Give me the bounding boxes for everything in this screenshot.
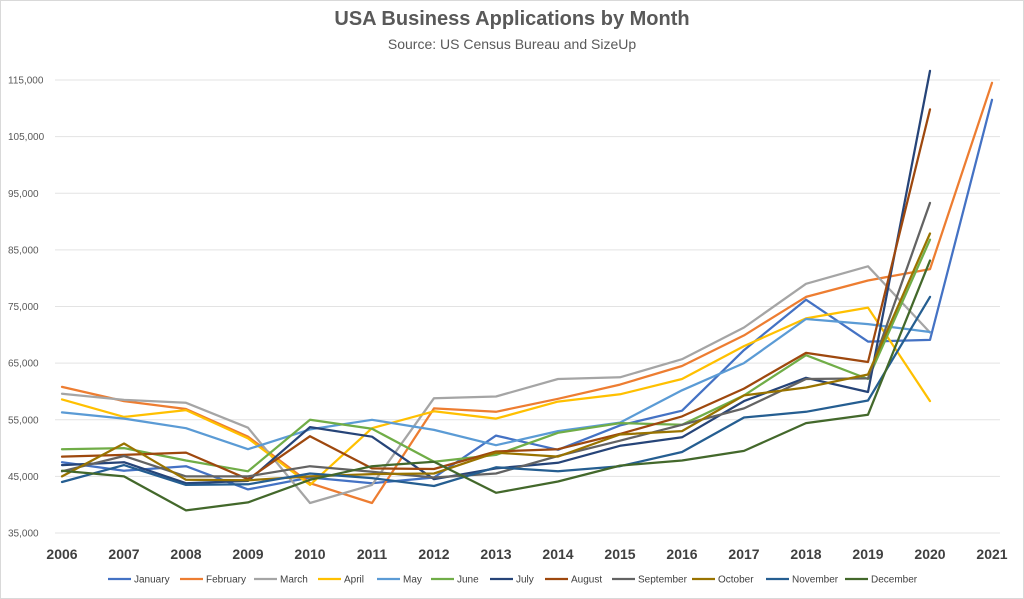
series-line-august [60, 108, 932, 481]
x-tick-label: 2021 [976, 546, 1007, 562]
x-tick-label: 2018 [790, 546, 821, 562]
y-tick-label: 45,000 [8, 472, 39, 483]
series-line-july [60, 69, 932, 485]
legend-label-july: July [516, 575, 534, 586]
legend-label-november: November [792, 575, 839, 586]
legend-label-february: February [206, 575, 246, 586]
x-tick-label: 2010 [294, 546, 325, 562]
x-tick-label: 2015 [604, 546, 635, 562]
chart-title: USA Business Applications by Month [334, 8, 690, 30]
legend-label-december: December [871, 575, 918, 586]
legend-label-september: September [638, 575, 688, 586]
x-tick-label: 2009 [232, 546, 263, 562]
x-tick-label: 2012 [418, 546, 449, 562]
legend-label-april: April [344, 575, 364, 586]
y-tick-label: 85,000 [8, 245, 39, 256]
legend-label-may: May [403, 575, 422, 586]
x-tick-label: 2016 [666, 546, 697, 562]
y-axis-tick-labels: 35,000 45,000 55,000 65,000 75,000 85,000 95,0… [8, 76, 45, 540]
x-tick-label: 2019 [852, 546, 883, 562]
x-tick-label: 2013 [480, 546, 511, 562]
legend-label-january: January [134, 575, 170, 586]
series-line-october [60, 232, 932, 482]
y-tick-label: 55,000 [8, 415, 39, 426]
series-line-april [60, 306, 932, 487]
y-tick-label: 75,000 [8, 302, 39, 313]
series-line-december [60, 259, 932, 512]
x-tick-label: 2006 [46, 546, 77, 562]
legend-label-august: August [571, 575, 602, 586]
series-line-february [60, 81, 994, 505]
series-line-march [60, 265, 932, 505]
y-tick-label: 65,000 [8, 359, 39, 370]
x-axis-tick-labels: 2006 2007 2008 2009 2010 2011 2012 2013 2014 2015… [46, 546, 1007, 562]
y-tick-label: 95,000 [8, 189, 39, 200]
legend-label-june: June [457, 575, 479, 586]
x-tick-label: 2014 [542, 546, 573, 562]
series-lines [60, 69, 994, 512]
y-tick-label: 35,000 [8, 529, 39, 540]
legend: January February March April May June July Augu… [108, 575, 918, 586]
series-line-january [60, 98, 994, 491]
legend-label-october: October [718, 575, 754, 586]
series-line-september [60, 201, 932, 479]
x-tick-label: 2007 [108, 546, 139, 562]
series-line-june [60, 238, 932, 473]
y-tick-label: 105,000 [8, 132, 45, 143]
y-tick-label: 115,000 [8, 76, 44, 87]
legend-label-march: March [280, 575, 308, 586]
series-line-may [60, 317, 932, 451]
x-tick-label: 2008 [170, 546, 201, 562]
x-tick-label: 2011 [357, 546, 388, 562]
series-line-november [60, 295, 932, 488]
chart-subtitle: Source: US Census Bureau and SizeUp [387, 36, 637, 52]
x-tick-label: 2017 [728, 546, 759, 562]
x-tick-label: 2020 [914, 546, 945, 562]
